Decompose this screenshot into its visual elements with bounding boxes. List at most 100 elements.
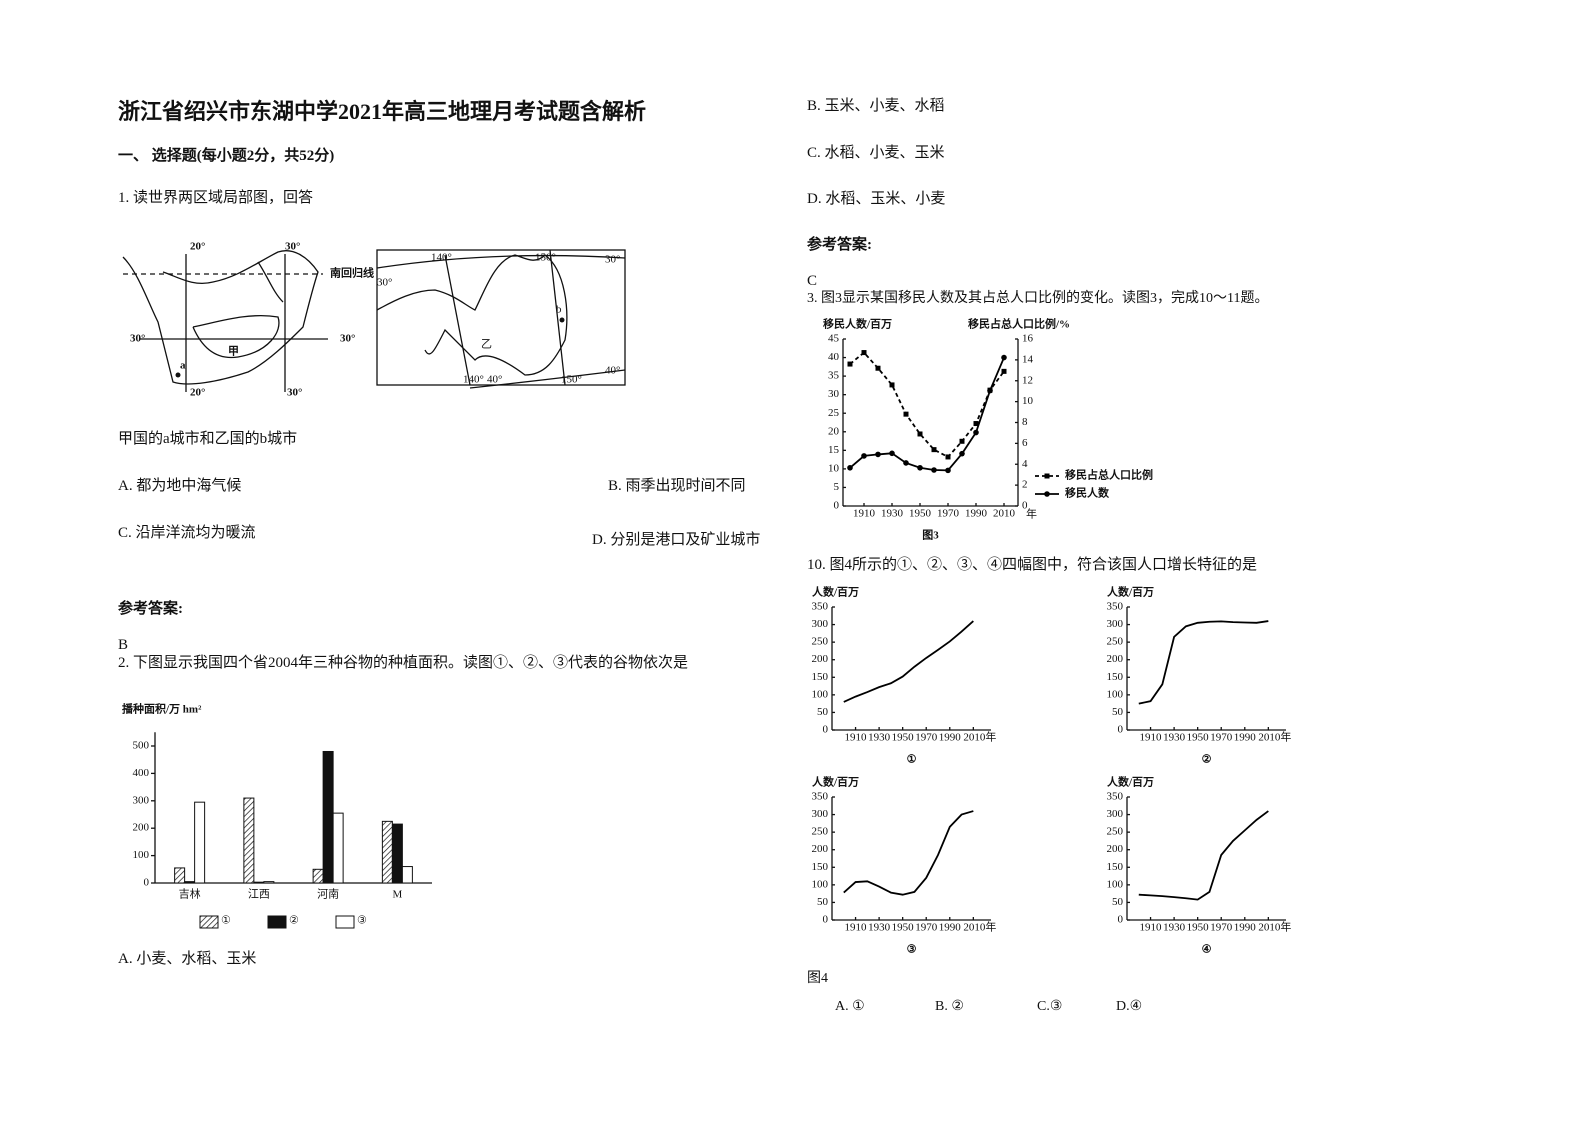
y-tick-label: 300 <box>133 794 150 806</box>
y2-tick-label: 6 <box>1022 437 1028 449</box>
x-tick-label: 1910 <box>845 922 868 934</box>
y-axis-label: 播种面积/万 hm² <box>122 702 202 716</box>
y-tick-label: 150 <box>812 861 829 873</box>
legend-label: ③ <box>357 915 367 927</box>
x-tick-label: 河南 <box>317 888 339 901</box>
bar <box>312 868 324 884</box>
map-label: 150° <box>535 252 556 264</box>
series-line <box>1138 810 1269 901</box>
answer: B <box>118 637 129 653</box>
option[interactable]: A. ① <box>835 999 865 1014</box>
x-tick-label: 1930 <box>1163 922 1186 934</box>
y-tick-label: 0 <box>823 724 829 736</box>
graticule <box>376 249 626 389</box>
y-tick-label: 50 <box>1112 896 1124 908</box>
y-tick-label: 200 <box>133 822 150 834</box>
title: 浙江省绍兴市东湖中学2021年高三地理月考试题含解析 <box>118 99 647 124</box>
question-stem: 3. 图3显示某国移民人数及其占总人口比例的变化。读图3，完成10～11题。 <box>807 291 1269 306</box>
y-tick-label: 10 <box>828 462 840 474</box>
x-tick-label: 1910 <box>1140 922 1163 934</box>
question: 甲国的a城市和乙国的b城市 <box>118 431 298 447</box>
option[interactable]: C.③ <box>1037 999 1063 1014</box>
y-tick-label: 300 <box>1107 618 1124 630</box>
y-tick-label: 200 <box>1107 653 1124 665</box>
bar <box>391 823 403 884</box>
x-axis-label: 年 <box>1026 507 1037 521</box>
point <box>959 450 965 457</box>
point <box>903 460 909 466</box>
x-tick-label: 1990 <box>939 922 962 934</box>
caption: ③ <box>907 944 917 956</box>
option[interactable]: B. ② <box>935 999 964 1014</box>
x-tick-label: 1950 <box>892 922 915 934</box>
legend-swatch <box>199 915 219 929</box>
legend-label: 移民人数 <box>1065 486 1110 500</box>
y-tick-label: 100 <box>1107 688 1124 700</box>
map-label: 30° <box>285 241 300 253</box>
y-tick-label: 250 <box>1107 826 1124 838</box>
map-label: 30° <box>377 277 392 289</box>
y-tick-label: 100 <box>812 878 829 890</box>
option: B. 雨季出现时间不同 <box>608 478 746 494</box>
map-label: 南回归线 <box>330 266 374 280</box>
map-label: 150° <box>561 374 582 386</box>
bar <box>401 866 413 884</box>
x-tick-label: 1950 <box>1187 732 1210 744</box>
point <box>847 361 853 367</box>
x-tick-label: 1930 <box>1163 732 1186 744</box>
series-line <box>1138 620 1269 705</box>
y-tick-label: 200 <box>812 653 829 665</box>
figure-label: 图4 <box>807 971 828 986</box>
x-tick-label: 2010年 <box>963 920 996 934</box>
map-label: 20° <box>190 387 205 399</box>
coastline <box>376 254 568 376</box>
y-tick-label: 40 <box>828 351 840 363</box>
bar <box>253 881 265 884</box>
y-tick-label: 20 <box>828 425 840 437</box>
y-axis-label: 人数/百万 <box>812 775 859 789</box>
x-tick-label: 1970 <box>937 508 960 520</box>
series-line <box>843 620 974 703</box>
y-tick-label: 300 <box>812 618 829 630</box>
x-tick-label: 1970 <box>915 922 938 934</box>
map-label: 30° <box>605 254 620 266</box>
legend-swatch <box>267 915 287 929</box>
option: D. 水稻、玉米、小麦 <box>807 191 946 207</box>
map-label: 30° <box>287 387 302 399</box>
y-tick-label: 0 <box>144 877 150 889</box>
y-tick-label: 250 <box>812 826 829 838</box>
x-tick-label: 1970 <box>915 732 938 744</box>
y-tick-label: 150 <box>1107 671 1124 683</box>
x-tick-label: 1930 <box>868 732 891 744</box>
x-tick-label: 江西 <box>248 888 270 901</box>
bar <box>322 750 334 884</box>
option: A. 都为地中海气候 <box>118 478 242 494</box>
y-axis-label: 移民人数/百万 <box>823 317 892 331</box>
legend-label: ① <box>221 915 231 927</box>
caption: ② <box>1202 754 1212 766</box>
y-tick-label: 0 <box>823 914 829 926</box>
x-tick-label: 1910 <box>845 732 868 744</box>
y2-axis-label: 移民占总人口比例/% <box>968 317 1070 331</box>
x-tick-label: 2010年 <box>1258 730 1291 744</box>
caption: 图3 <box>922 529 939 542</box>
point <box>945 467 951 474</box>
y2-tick-label: 4 <box>1022 458 1028 470</box>
x-tick-label: M <box>392 889 402 901</box>
x-tick-label: 1990 <box>939 732 962 744</box>
y-tick-label: 300 <box>1107 808 1124 820</box>
map-label: 40° <box>605 365 620 377</box>
option[interactable]: D.④ <box>1116 999 1143 1014</box>
y-tick-label: 300 <box>812 808 829 820</box>
point <box>875 365 881 371</box>
x-tick-label: 1970 <box>1210 732 1233 744</box>
point <box>861 350 867 356</box>
x-tick-label: 1970 <box>1210 922 1233 934</box>
point <box>987 387 993 394</box>
y2-tick-label: 16 <box>1022 333 1034 345</box>
bar <box>263 881 275 884</box>
map-label: 甲 <box>228 345 239 358</box>
